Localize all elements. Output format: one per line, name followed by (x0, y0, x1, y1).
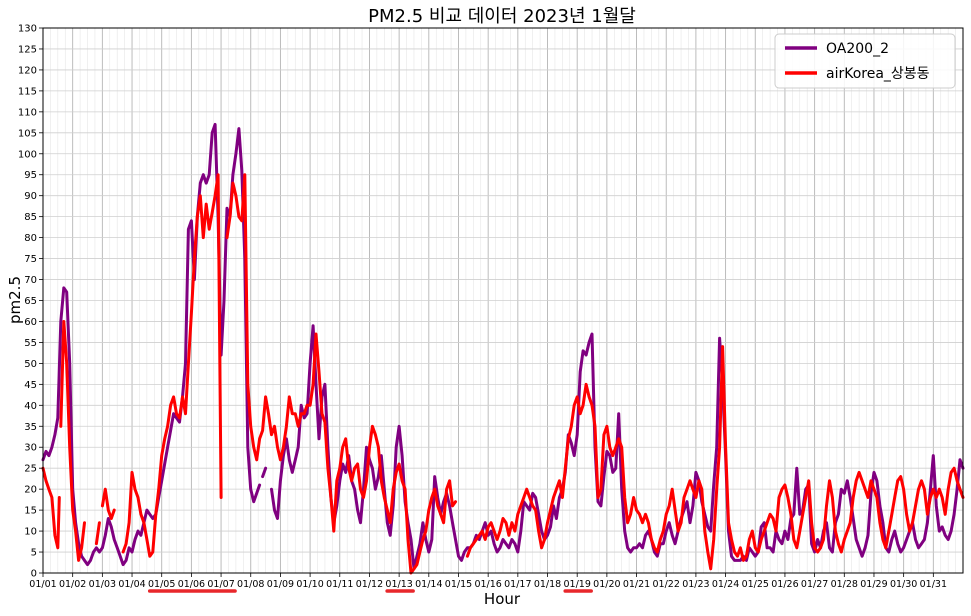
x-tick-label: 01/23 (682, 579, 709, 590)
x-tick-label: 01/28 (831, 579, 858, 590)
x-tick-label: 01/13 (385, 579, 412, 590)
x-tick-label: 01/20 (593, 579, 620, 590)
y-tick-label: 0 (31, 569, 37, 580)
x-tick-label: 01/04 (118, 579, 145, 590)
x-tick-label: 01/03 (89, 579, 116, 590)
x-tick-label: 01/02 (59, 579, 86, 590)
series-line-1 (41, 173, 965, 575)
plot-frame (42, 27, 964, 574)
y-tick-label: 35 (24, 422, 37, 433)
x-tick-label: 01/14 (415, 579, 442, 590)
y-tick-label: 90 (24, 191, 37, 202)
x-tick-label: 01/11 (326, 579, 353, 590)
y-tick-label: 125 (18, 44, 37, 55)
x-axis-label: Hour (484, 590, 521, 608)
x-tick-label: 01/10 (296, 579, 323, 590)
x-tick-label: 01/01 (29, 579, 56, 590)
y-tick-label: 60 (24, 317, 37, 328)
y-tick-label: 10 (24, 527, 37, 538)
y-tick-label: 100 (18, 149, 37, 160)
plot-lines (41, 122, 965, 575)
y-axis-label: pm2.5 (6, 276, 24, 324)
y-tick-label: 105 (18, 128, 37, 139)
x-tick-label: 01/08 (237, 579, 264, 590)
axes: 0 5 10 15 20 25 30 35 40 45 50 55 60 65 70 75 80 85 90 95 10… (18, 24, 964, 590)
y-tick-label: 115 (18, 86, 37, 97)
x-tick-label: 01/27 (801, 579, 828, 590)
y-tick-label: 130 (18, 24, 37, 35)
y-tick-label: 110 (18, 107, 37, 118)
x-tick-label: 01/24 (712, 579, 739, 590)
x-tick-label: 01/07 (207, 579, 234, 590)
x-tick-label: 01/30 (890, 579, 917, 590)
x-tick-label: 01/31 (920, 579, 947, 590)
x-tick-label: 01/21 (623, 579, 650, 590)
x-tick-label: 01/12 (356, 579, 383, 590)
y-tick-label: 45 (24, 380, 37, 391)
y-tick-label: 75 (24, 254, 37, 265)
y-tick-label: 15 (24, 506, 37, 517)
chart-title: PM2.5 비교 데이터 2023년 1월달 (368, 6, 636, 27)
y-tick-label: 30 (24, 443, 37, 454)
y-tick-label: 5 (31, 548, 37, 559)
y-tick-label: 85 (24, 212, 37, 223)
x-tick-label: 01/26 (771, 579, 798, 590)
x-tick-label: 01/05 (148, 579, 175, 590)
y-tick-label: 65 (24, 296, 37, 307)
y-tick-label: 95 (24, 170, 37, 181)
y-tick-label: 55 (24, 338, 37, 349)
x-tick-label: 01/25 (742, 579, 769, 590)
legend-label-airkorea: airKorea_상봉동 (826, 66, 930, 82)
y-tick-label: 40 (24, 401, 37, 412)
x-tick-label: 01/18 (534, 579, 561, 590)
x-tick-label: 01/06 (178, 579, 205, 590)
y-tick-label: 70 (24, 275, 37, 286)
legend-box (774, 33, 956, 89)
y-tick-label: 20 (24, 485, 37, 496)
y-tick-label: 25 (24, 464, 37, 475)
x-tick-label: 01/16 (474, 579, 501, 590)
y-tick-label: 120 (18, 65, 37, 76)
x-tick-label: 01/19 (563, 579, 590, 590)
x-tick-label: 01/29 (860, 579, 887, 590)
legend-label-oa200: OA200_2 (826, 41, 889, 57)
grid (42, 27, 964, 574)
legend: OA200_2 airKorea_상봉동 (774, 33, 956, 89)
x-tick-label: 01/15 (445, 579, 472, 590)
x-tick-label: 01/09 (267, 579, 294, 590)
y-tick-label: 80 (24, 233, 37, 244)
x-tick-label: 01/22 (653, 579, 680, 590)
y-tick-label: 50 (24, 359, 37, 370)
x-tick-label: 01/17 (504, 579, 531, 590)
